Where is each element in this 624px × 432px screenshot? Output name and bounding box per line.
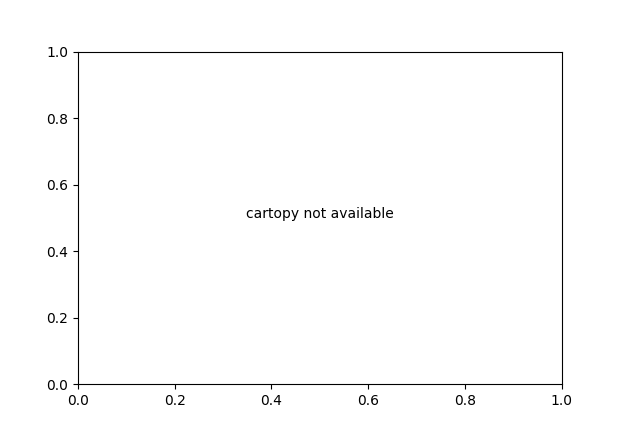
Text: cartopy not available: cartopy not available — [246, 207, 394, 221]
